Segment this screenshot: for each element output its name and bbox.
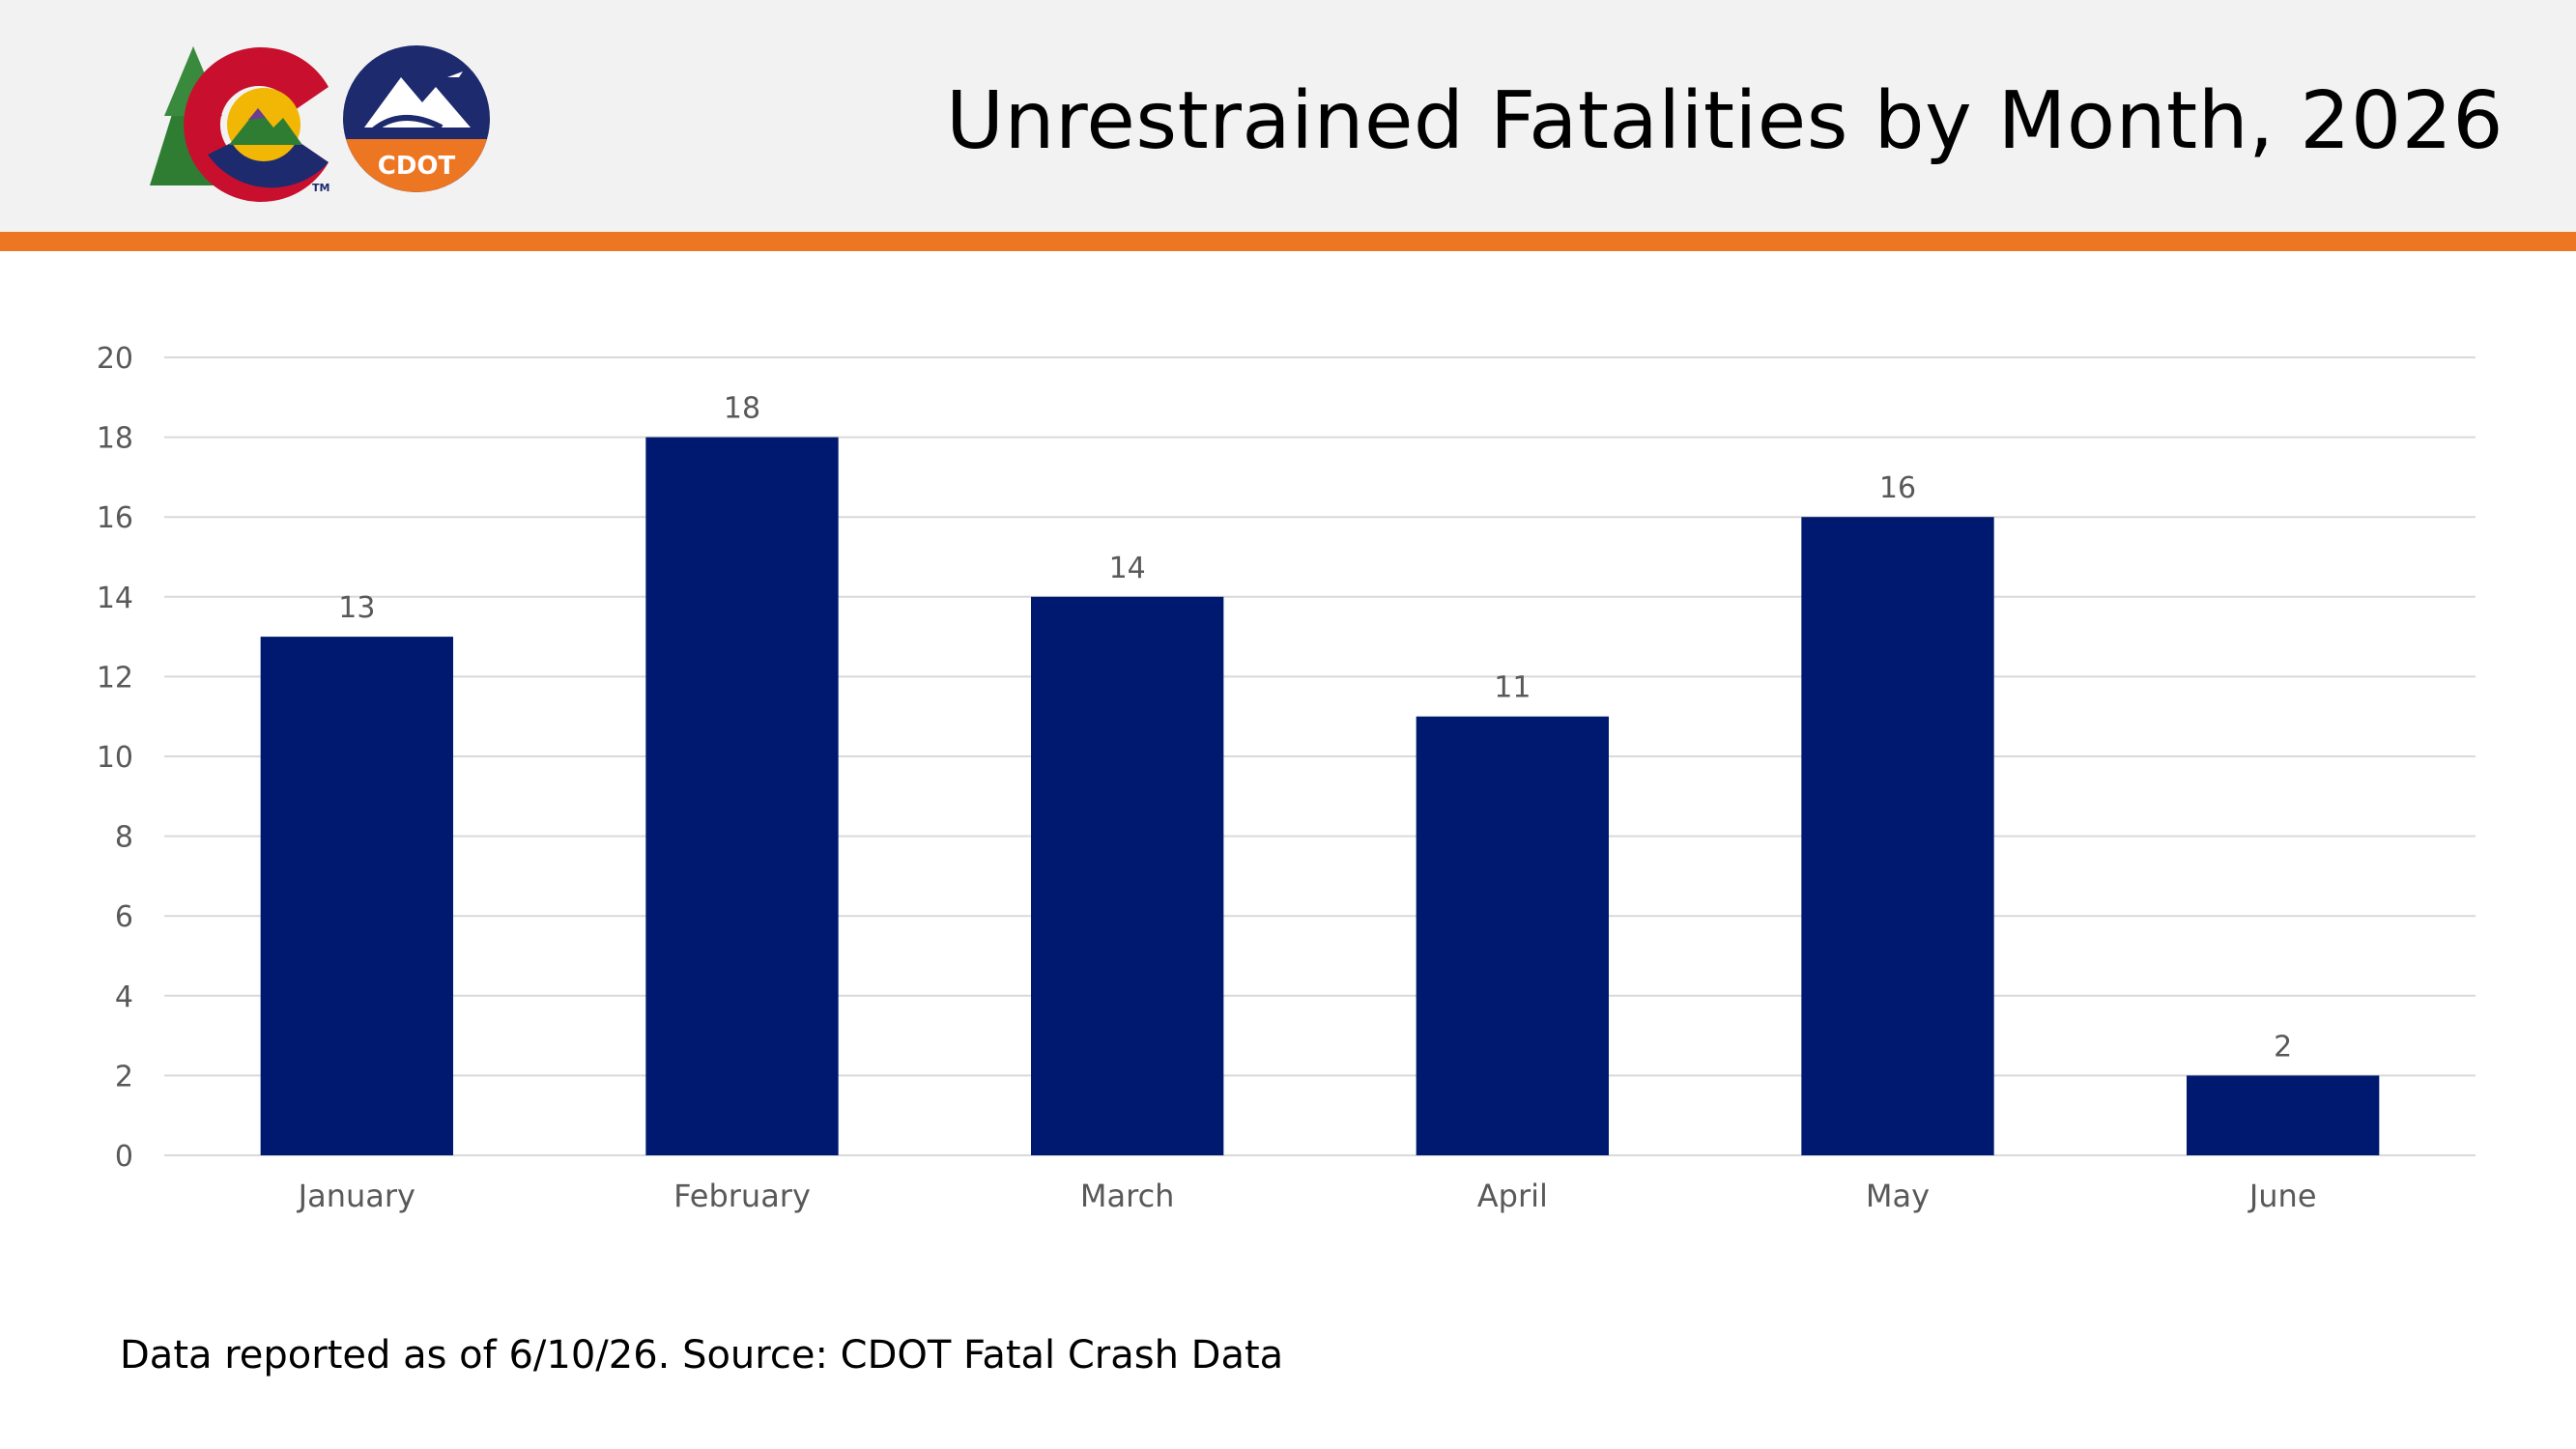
plane-icon [447, 71, 463, 77]
x-axis: January February March April May June [297, 1178, 2317, 1214]
y-tick-label: 18 [97, 422, 133, 456]
y-tick-label: 6 [115, 900, 133, 934]
bar [2187, 1075, 2380, 1155]
mountain-icon [229, 108, 302, 145]
y-tick-label: 8 [115, 821, 133, 855]
data-labels: 13 18 14 11 16 2 [338, 392, 2292, 1065]
bar [1801, 517, 1994, 1155]
trademark-label: TM [312, 182, 329, 194]
source-footnote: Data reported as of 6/10/26. Source: CDO… [120, 1333, 1284, 1378]
y-tick-label: 16 [97, 501, 133, 535]
accent-divider [0, 232, 2576, 251]
x-tick-label: March [1080, 1178, 1175, 1214]
y-tick-label: 20 [97, 342, 133, 376]
bar [645, 437, 839, 1156]
y-tick-label: 2 [115, 1060, 133, 1094]
bar [260, 637, 453, 1155]
y-tick-label: 4 [115, 980, 133, 1014]
y-tick-label: 10 [97, 741, 133, 775]
data-label: 13 [338, 591, 375, 625]
x-tick-label: April [1477, 1178, 1548, 1214]
x-tick-label: June [2247, 1178, 2317, 1214]
page-title: Unrestrained Fatalities by Month, 2026 [946, 75, 2504, 167]
colorado-logo: TM [150, 46, 329, 202]
data-label: 2 [2274, 1030, 2292, 1064]
gridlines [164, 356, 2476, 1156]
bars [260, 437, 2380, 1156]
data-label: 11 [1494, 671, 1531, 705]
y-tick-label: 12 [97, 661, 133, 695]
x-tick-label: February [673, 1178, 811, 1214]
data-label: 18 [724, 392, 760, 426]
cdot-mountain-icon [364, 77, 471, 128]
bar [1031, 596, 1224, 1155]
cdot-orange-band-icon [346, 139, 487, 192]
logo-group: TM CDOT [150, 45, 490, 202]
y-tick-label: 0 [115, 1140, 133, 1174]
mountain-peak-icon [248, 108, 266, 120]
x-tick-label: January [297, 1178, 415, 1214]
x-tick-label: May [1866, 1178, 1930, 1214]
bar [1416, 716, 1609, 1155]
cdot-road-icon [370, 115, 444, 134]
data-label: 16 [1879, 471, 1916, 505]
y-tick-label: 14 [97, 582, 133, 615]
data-label: 14 [1109, 552, 1146, 585]
cdot-logo: CDOT [343, 45, 490, 192]
y-axis: 0 2 4 6 8 10 12 14 16 18 20 [97, 342, 133, 1174]
cdot-logo-text: CDOT [378, 152, 456, 181]
